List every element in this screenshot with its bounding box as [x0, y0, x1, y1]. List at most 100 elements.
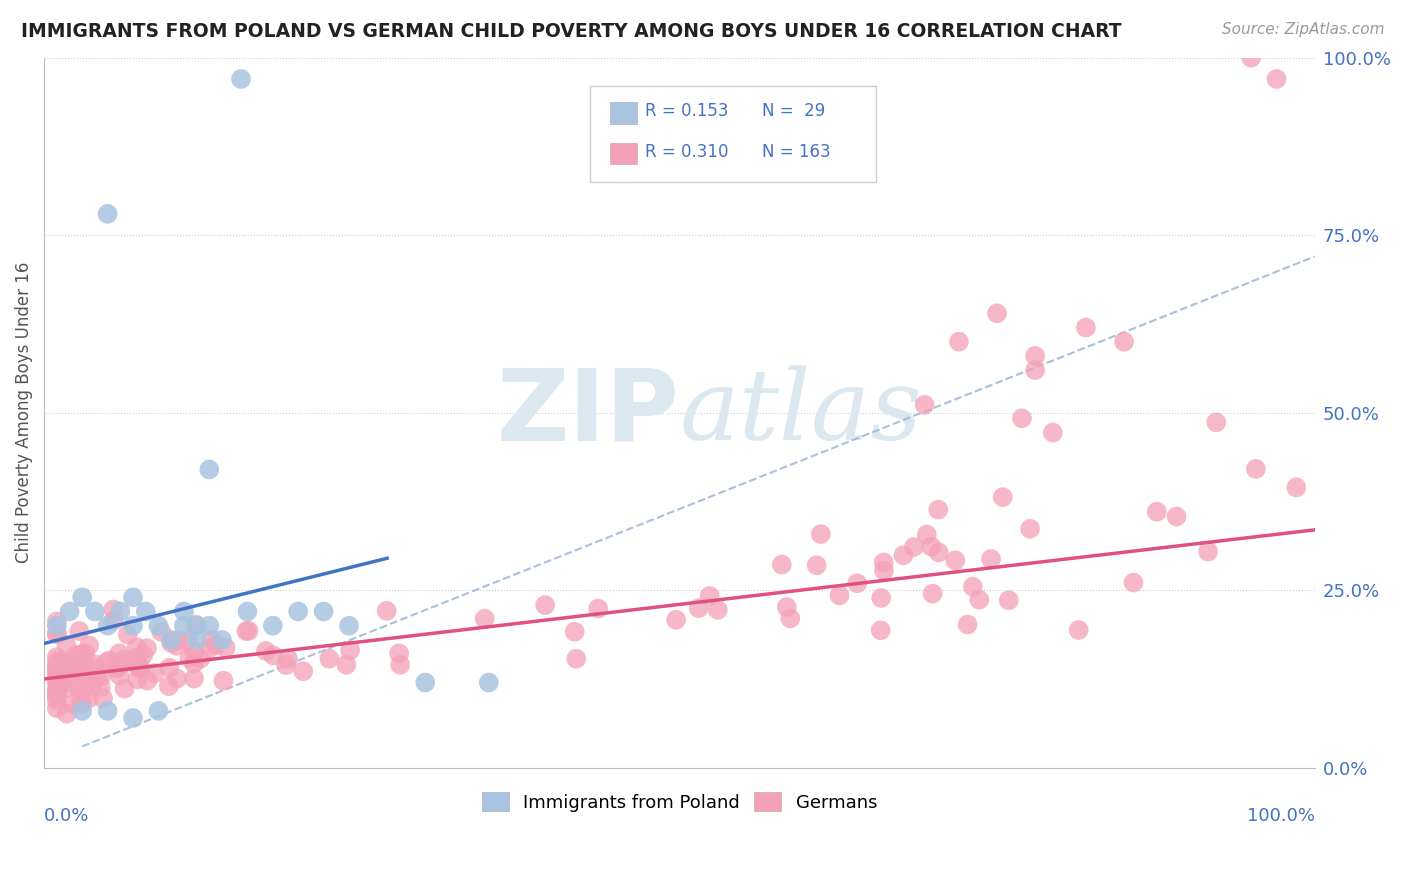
Point: [198, 641, 221, 656]
Point: [135, 605, 157, 619]
Point: [254, 644, 277, 658]
Point: [45, 667, 67, 681]
Point: [48, 661, 70, 675]
Point: [125, 650, 148, 665]
Point: [235, 624, 257, 639]
Point: [45, 675, 67, 690]
Point: [114, 681, 136, 696]
Point: [903, 540, 925, 554]
Point: [67, 681, 90, 696]
Point: [108, 668, 131, 682]
Point: [1205, 415, 1227, 429]
Point: [806, 558, 828, 573]
Point: [73, 680, 96, 694]
Legend: Immigrants from Poland, Germans: Immigrants from Poland, Germans: [474, 785, 884, 819]
Point: [967, 592, 990, 607]
Point: [53, 665, 76, 680]
Point: [873, 556, 896, 570]
Point: [1265, 72, 1288, 87]
Point: [70, 694, 93, 708]
Point: [48, 658, 70, 673]
Point: [45, 618, 67, 632]
Point: [160, 632, 183, 647]
Point: [236, 605, 259, 619]
Point: [77, 639, 100, 653]
Point: [991, 490, 1014, 504]
Point: [45, 693, 67, 707]
Point: [339, 643, 361, 657]
Point: [45, 650, 67, 665]
Point: [45, 701, 67, 715]
Point: [1112, 334, 1135, 349]
Point: [45, 627, 67, 641]
Point: [1024, 349, 1046, 363]
Point: [770, 558, 793, 572]
Point: [186, 632, 208, 647]
Point: [53, 671, 76, 685]
Point: [1042, 425, 1064, 440]
Point: [389, 657, 412, 672]
Point: [70, 591, 93, 605]
Point: [70, 647, 93, 661]
Point: [55, 681, 77, 695]
Point: [45, 615, 67, 629]
Point: [108, 646, 131, 660]
Point: [776, 600, 799, 615]
Point: [103, 602, 125, 616]
FancyBboxPatch shape: [610, 103, 637, 124]
Point: [173, 618, 195, 632]
Point: [184, 617, 207, 632]
Point: [173, 605, 195, 619]
Point: [699, 589, 721, 603]
Point: [160, 636, 183, 650]
Point: [810, 527, 832, 541]
Point: [45, 686, 67, 700]
Point: [45, 657, 67, 671]
Point: [215, 640, 238, 655]
Point: [276, 658, 298, 673]
Point: [66, 653, 89, 667]
Point: [91, 691, 114, 706]
Y-axis label: Child Poverty Among Boys Under 16: Child Poverty Among Boys Under 16: [15, 262, 32, 564]
Point: [129, 660, 152, 674]
Point: [870, 591, 893, 605]
Text: R = 0.153: R = 0.153: [645, 102, 728, 120]
Point: [112, 653, 135, 667]
Point: [956, 617, 979, 632]
Point: [77, 691, 100, 706]
Point: [143, 666, 166, 681]
Point: [58, 660, 80, 674]
Point: [179, 651, 201, 665]
Point: [122, 591, 145, 605]
Point: [45, 688, 67, 702]
Point: [72, 654, 94, 668]
Point: [1074, 320, 1097, 334]
Point: [97, 618, 120, 632]
Point: [70, 697, 93, 711]
Point: [198, 618, 221, 632]
Point: [70, 704, 93, 718]
Point: [90, 680, 112, 694]
Point: [79, 659, 101, 673]
Point: [688, 601, 710, 615]
Point: [586, 601, 609, 615]
Point: [927, 502, 949, 516]
Point: [132, 648, 155, 662]
Point: [201, 632, 224, 647]
Point: [45, 690, 67, 704]
Point: [478, 675, 501, 690]
Text: N = 163: N = 163: [762, 143, 831, 161]
Point: [45, 626, 67, 640]
Point: [779, 611, 801, 625]
Point: [893, 548, 915, 562]
Point: [73, 660, 96, 674]
Point: [97, 207, 120, 221]
Point: [136, 641, 159, 656]
Point: [148, 618, 170, 632]
Point: [186, 618, 208, 632]
Point: [46, 661, 69, 675]
Point: [157, 679, 180, 693]
Point: [98, 653, 121, 667]
Point: [262, 618, 284, 632]
Point: [205, 638, 228, 652]
